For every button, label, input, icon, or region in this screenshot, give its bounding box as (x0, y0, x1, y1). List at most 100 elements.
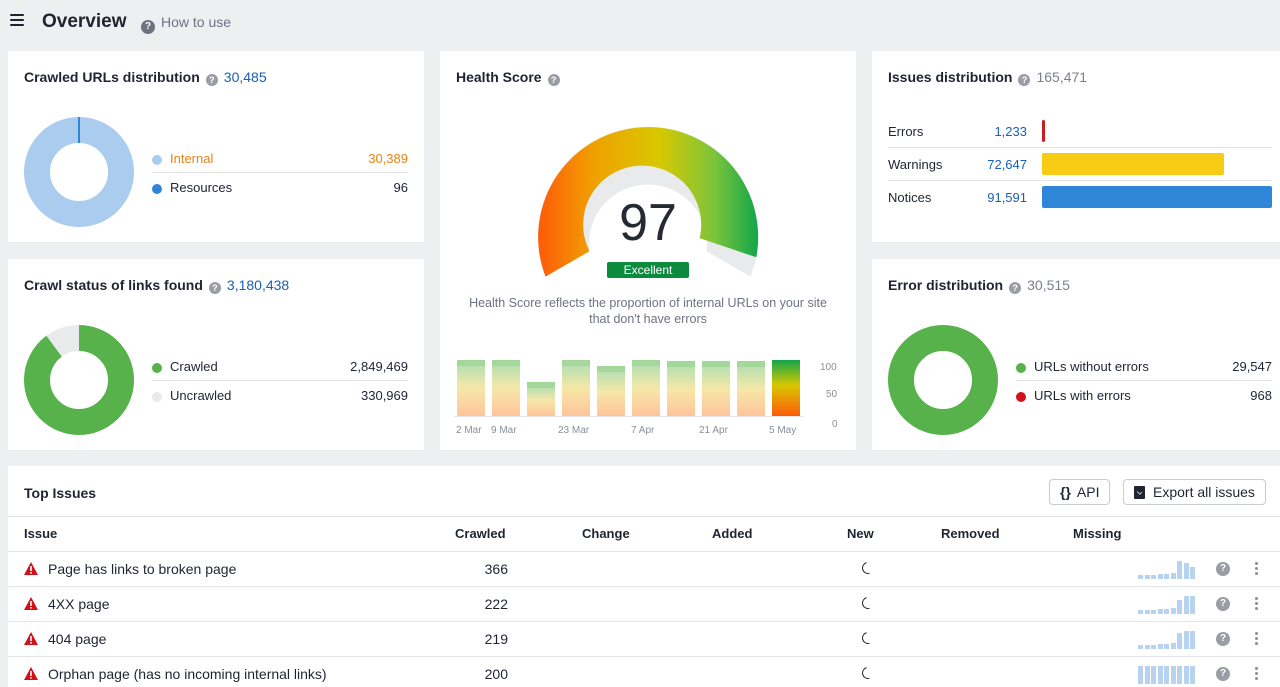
col-removed[interactable]: Removed (941, 526, 1000, 541)
legend-crawled[interactable]: Crawled 2,849,469 (152, 359, 408, 377)
issue-name[interactable]: Orphan page (has no incoming internal li… (48, 666, 327, 682)
sparkline-bar (1183, 596, 1189, 614)
sparkline-bar (1151, 645, 1156, 649)
more-options-icon[interactable] (1255, 632, 1259, 647)
legend-internal[interactable]: Internal 30,389 (152, 151, 408, 169)
sparkline-bar (1151, 575, 1156, 579)
sparkline-bar (1177, 666, 1182, 684)
crawl-status-card: Crawl status of links found? 3,180,438 Cr… (8, 259, 424, 450)
sparkline-bar (1177, 633, 1182, 649)
issue-crawled-count[interactable]: 219 (484, 631, 508, 647)
sparkline-bar (1138, 575, 1143, 579)
help-icon[interactable]: ? (1009, 282, 1022, 294)
donut-segment-without-errors[interactable] (888, 325, 998, 435)
help-icon[interactable]: ? (1216, 667, 1230, 681)
issue-name[interactable]: Page has links to broken page (48, 561, 237, 577)
help-icon[interactable]: ? (1018, 74, 1031, 86)
error-distribution-donut[interactable] (887, 324, 999, 436)
issue-type-bar[interactable] (1042, 153, 1224, 175)
issue-trend-sparkline (1138, 559, 1198, 579)
legend-value: 96 (393, 180, 408, 195)
health-history-bar[interactable] (562, 360, 590, 416)
health-history-bar[interactable] (457, 360, 485, 416)
health-history-bar[interactable] (667, 361, 695, 416)
sparkline-bar (1151, 610, 1156, 614)
table-row[interactable]: 404 page 219? (8, 621, 1280, 656)
issue-crawled-count[interactable]: 200 (484, 666, 508, 682)
crawl-status-donut[interactable] (23, 324, 135, 436)
page-title: Overview (42, 11, 127, 32)
legend-uncrawled[interactable]: Uncrawled 330,969 (152, 388, 408, 406)
sparkline-bar (1190, 666, 1195, 684)
issue-type-count[interactable]: 1,233 (994, 124, 1027, 139)
x-tick: 5 May (769, 425, 797, 436)
health-history-bar[interactable] (492, 360, 520, 416)
divider (1016, 380, 1272, 381)
health-history-bar[interactable] (527, 382, 555, 416)
sparkline-bar (1164, 574, 1169, 579)
health-history-bar[interactable] (737, 361, 765, 416)
help-icon[interactable]: ? (547, 74, 560, 86)
health-history-bar[interactable] (597, 366, 625, 416)
legend-dot (152, 392, 162, 402)
legend-label: Internal (170, 151, 214, 166)
health-score-description: Health Score reflects the proportion of … (469, 296, 827, 326)
col-missing[interactable]: Missing (1073, 526, 1122, 541)
issue-name[interactable]: 4XX page (48, 596, 110, 612)
sparkline-bar (1177, 561, 1182, 579)
legend-urls-with-errors[interactable]: URLs with errors 968 (1016, 388, 1272, 406)
more-options-icon[interactable] (1255, 597, 1259, 612)
col-added[interactable]: Added (712, 526, 753, 541)
issue-type-count[interactable]: 72,647 (987, 157, 1027, 172)
health-score-card: Health Score? 97 Excellent Health Score … (440, 51, 856, 450)
issues-distribution-card: Issues distribution? 165,471 Errors 1,233 W… (872, 51, 1280, 242)
table-row[interactable]: 4XX page 222? (8, 586, 1280, 621)
issue-type-label: Errors (888, 124, 924, 139)
sparkline-bar (1170, 666, 1176, 684)
issue-type-count[interactable]: 91,591 (987, 190, 1027, 205)
hamburger-menu-icon[interactable] (10, 14, 24, 26)
legend-label: URLs with errors (1034, 388, 1131, 403)
divider (152, 172, 408, 173)
donut-segment-crawled[interactable] (24, 325, 134, 435)
help-icon[interactable]: ? (1216, 597, 1230, 611)
legend-urls-without-errors[interactable]: URLs without errors 29,547 (1016, 359, 1272, 377)
sparkline-bar (1144, 645, 1150, 649)
sparkline-bar (1190, 567, 1195, 579)
x-tick: 2 Mar (456, 425, 482, 436)
more-options-icon[interactable] (1255, 667, 1259, 682)
health-history-bar[interactable] (772, 360, 800, 416)
col-change[interactable]: Change (582, 526, 630, 541)
issue-type-bar[interactable] (1042, 186, 1272, 208)
help-icon[interactable]: ? (205, 74, 218, 86)
issue-crawled-count[interactable]: 222 (484, 596, 508, 612)
legend-resources[interactable]: Resources 96 (152, 180, 408, 198)
sparkline-bar (1190, 596, 1195, 614)
issue-name[interactable]: 404 page (48, 631, 107, 647)
crawl-status-count[interactable]: 3,180,438 (226, 277, 290, 293)
col-new[interactable]: New (847, 526, 874, 541)
legend-label: Uncrawled (170, 388, 232, 403)
health-history-bar[interactable] (702, 361, 730, 416)
help-icon[interactable]: ? (1216, 562, 1230, 576)
health-history-bar[interactable] (632, 360, 660, 416)
api-button[interactable]: {} API (1049, 479, 1111, 505)
issue-trend-sparkline (1138, 629, 1198, 649)
legend-label: Resources (170, 180, 233, 195)
col-crawled[interactable]: Crawled (455, 526, 506, 541)
table-row[interactable]: Orphan page (has no incoming internal li… (8, 656, 1280, 687)
y-tick: 100 (820, 362, 837, 373)
sparkline-bar (1144, 575, 1150, 579)
issue-type-bar[interactable] (1042, 120, 1045, 142)
help-icon[interactable]: ? (1216, 632, 1230, 646)
export-all-issues-button[interactable]: Export all issues (1123, 479, 1266, 505)
sparkline-bar (1138, 610, 1143, 614)
col-issue[interactable]: Issue (24, 526, 58, 541)
crawled-urls-donut[interactable] (23, 116, 135, 228)
help-icon[interactable]: ? (208, 282, 221, 294)
crawled-urls-count[interactable]: 30,485 (223, 69, 267, 85)
table-row[interactable]: Page has links to broken page 366? (8, 551, 1280, 586)
how-to-use-link[interactable]: ? How to use (141, 14, 231, 34)
more-options-icon[interactable] (1255, 562, 1259, 577)
issue-crawled-count[interactable]: 366 (484, 561, 508, 577)
